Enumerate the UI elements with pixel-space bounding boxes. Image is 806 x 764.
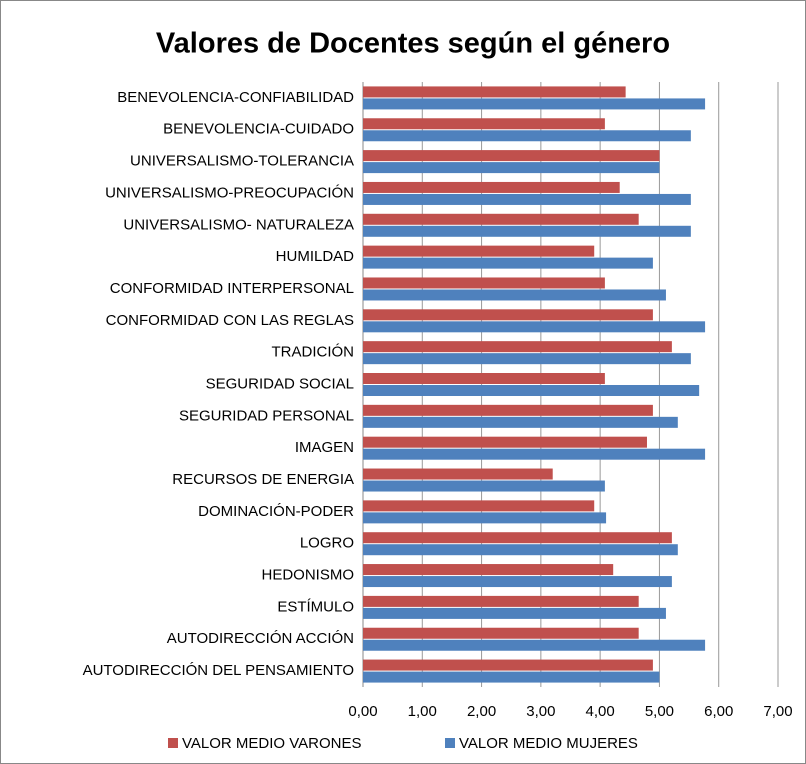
bar [363,532,672,544]
y-tick-label: SEGURIDAD SOCIAL [206,375,354,392]
bar [363,639,706,651]
y-tick-label: BENEVOLENCIA-CONFIABILIDAD [117,89,354,106]
bar [363,353,691,365]
bar [363,309,653,321]
bar [363,607,666,619]
bar [363,512,607,524]
bar [363,564,614,576]
y-tick-label: RECURSOS DE ENERGIA [172,471,354,488]
bar [363,193,691,205]
y-tick-label: CONFORMIDAD CON LAS REGLAS [106,312,354,329]
bar [363,671,660,683]
y-tick-label: DOMINACIÓN-PODER [198,503,354,520]
bar [363,321,706,333]
bar [363,118,605,130]
y-tick-label: CONFORMIDAD INTERPERSONAL [110,280,354,297]
x-tick-label: 6,00 [704,703,733,720]
y-tick-label: HEDONISMO [261,567,354,584]
y-tick-label: IMAGEN [295,439,354,456]
bar [363,385,700,396]
bar [363,86,626,98]
bar [363,277,605,289]
bar [363,213,639,225]
bar [363,480,605,492]
bar [363,404,653,416]
y-tick-label: ESTÍMULO [277,598,354,615]
x-tick-label: 4,00 [586,703,615,720]
y-tick-label: BENEVOLENCIA-CUIDADO [163,121,354,138]
bar [363,257,653,269]
bar [363,448,706,460]
bar [363,162,660,174]
bar [363,468,553,480]
chart-title: Valores de Docentes según el género [156,28,670,60]
x-tick-label: 3,00 [526,703,555,720]
y-tick-label: TRADICIÓN [272,344,355,361]
bar [363,416,678,428]
y-tick-label: UNIVERSALISMO-TOLERANCIA [130,153,354,170]
bar [363,544,678,556]
y-tick-label: HUMILDAD [276,248,355,265]
bar [363,576,672,588]
x-tick-label: 5,00 [645,703,674,720]
y-tick-label: UNIVERSALISMO- NATURALEZA [123,216,354,233]
bar [363,181,620,193]
legend-swatch [168,738,178,748]
bar [363,98,706,110]
bar [363,659,653,671]
y-tick-label: UNIVERSALISMO-PREOCUPACIÓN [105,184,354,201]
bar [363,245,595,257]
bar [363,130,691,142]
bar [363,225,691,237]
legend-swatch [445,738,455,748]
x-tick-label: 7,00 [763,703,792,720]
y-tick-label: LOGRO [300,535,354,552]
legend-label: VALOR MEDIO MUJERES [459,735,638,752]
y-tick-label: AUTODIRECCIÓN ACCIÓN [167,630,354,647]
legend-label: VALOR MEDIO VARONES [182,735,361,752]
bar [363,595,639,607]
x-tick-label: 0,00 [348,703,377,720]
bar [363,373,605,384]
bar [363,627,639,639]
y-tick-label: AUTODIRECCIÓN DEL PENSAMIENTO [83,662,354,679]
x-tick-label: 2,00 [467,703,496,720]
bar [363,500,595,512]
x-tick-label: 1,00 [408,703,437,720]
y-tick-label: SEGURIDAD PERSONAL [179,407,354,424]
bar [363,150,660,162]
bar [363,289,666,301]
bar [363,436,647,448]
bar [363,341,672,353]
